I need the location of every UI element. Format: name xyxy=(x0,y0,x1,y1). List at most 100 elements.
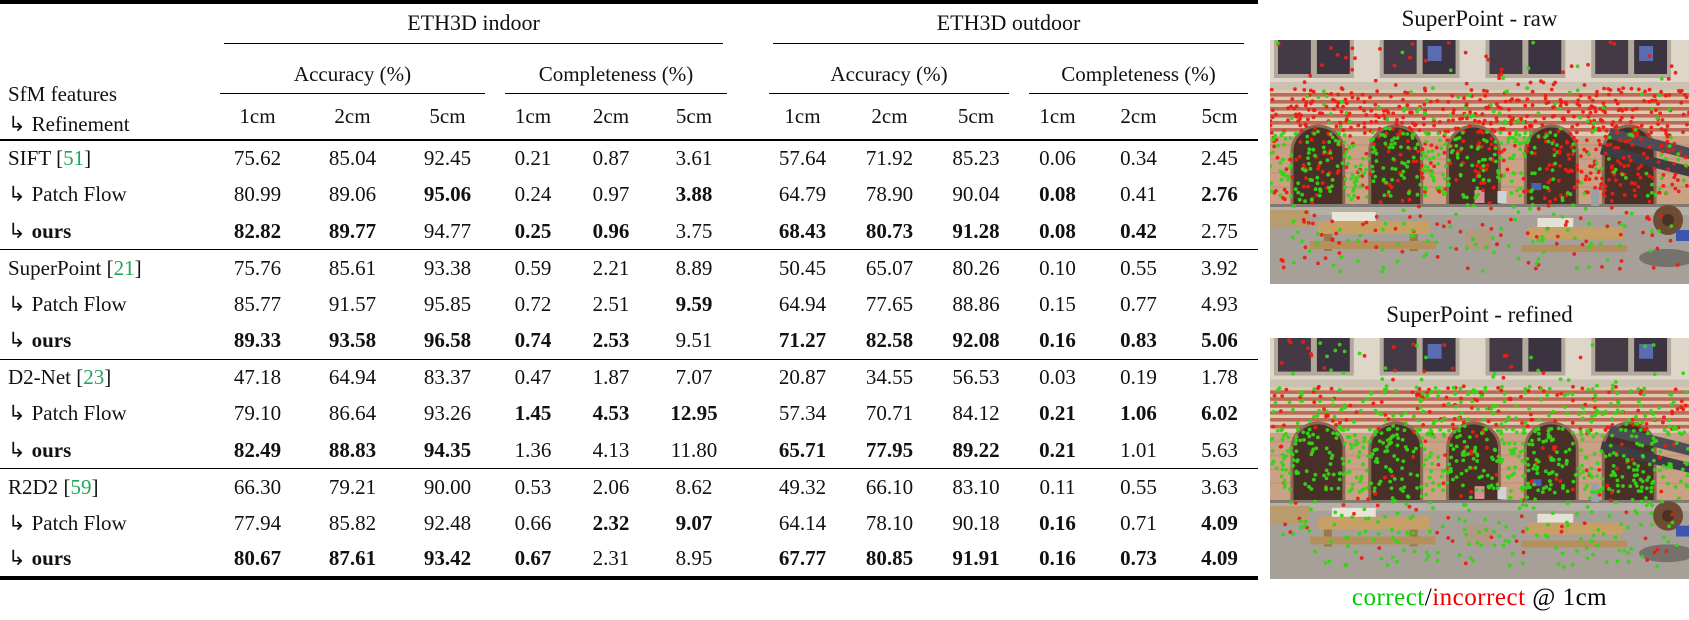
value-cell: 57.64 xyxy=(778,146,827,171)
value-cell: 94.77 xyxy=(423,218,472,243)
value-cell: 50.45 xyxy=(759,249,846,286)
value-cell: 77.65 xyxy=(865,291,914,316)
column-spacer xyxy=(737,213,759,250)
value-cell: 85.77 xyxy=(233,291,282,316)
threshold-header: 1cm xyxy=(759,94,846,141)
value-cell: 92.08 xyxy=(952,328,1000,352)
refinement-arrow-icon: ↳ xyxy=(8,437,26,462)
value-cell: 66.30 xyxy=(210,468,305,505)
value-cell: 0.21 xyxy=(1039,437,1076,462)
cite-link[interactable]: 23 xyxy=(83,365,105,389)
refinement-arrow-icon: ↳ xyxy=(8,291,26,316)
value-cell: 89.06 xyxy=(328,182,377,207)
threshold-header: 2cm xyxy=(846,94,933,141)
value-cell: 1.36 xyxy=(514,437,552,462)
value-cell: 0.24 xyxy=(514,182,552,207)
value-cell: 1.78 xyxy=(1181,358,1259,396)
row-label: ↳ Patch Flow xyxy=(0,396,210,433)
method-name: R2D2 xyxy=(8,474,59,499)
value-cell: 7.07 xyxy=(651,358,737,396)
method-name: Patch Flow xyxy=(31,291,127,316)
column-spacer xyxy=(737,505,759,542)
row-header-line1: SfM features xyxy=(8,82,118,106)
cite-link[interactable]: 59 xyxy=(70,474,92,499)
value-cell: 85.61 xyxy=(305,249,400,286)
refinement-arrow-icon: ↳ xyxy=(8,401,26,426)
column-spacer xyxy=(737,140,759,177)
value-cell: 4.13 xyxy=(592,437,630,462)
value-cell: 0.71 xyxy=(1120,510,1157,535)
value-cell: 0.83 xyxy=(1120,328,1157,352)
method-name: ours xyxy=(31,437,72,462)
value-cell: 1.87 xyxy=(571,358,651,396)
table-row: ↳ Patch Flow 79.10 86.64 93.26 1.45 4.53 12.95 5… xyxy=(0,396,1258,433)
value-cell: 88.83 xyxy=(328,437,377,462)
value-cell: 83.10 xyxy=(933,468,1019,505)
value-cell: 0.73 xyxy=(1096,541,1181,580)
value-cell: 92.48 xyxy=(423,510,472,535)
value-cell: 93.42 xyxy=(400,541,495,580)
value-cell: 0.42 xyxy=(1120,218,1157,243)
value-cell: 0.11 xyxy=(1019,468,1096,505)
refinement-arrow-icon: ↳ xyxy=(8,546,26,571)
threshold-header: 5cm xyxy=(651,94,737,141)
threshold-header: 5cm xyxy=(400,94,495,141)
value-cell: 95.06 xyxy=(423,182,472,207)
value-cell: 3.63 xyxy=(1181,468,1259,505)
value-cell: 49.32 xyxy=(759,468,846,505)
value-cell: 65.71 xyxy=(778,437,827,462)
table-row: ↳ Patch Flow 80.99 89.06 95.06 0.24 0.97 3.88 64… xyxy=(0,177,1258,214)
column-spacer xyxy=(737,323,759,360)
refinement-arrow-icon: ↳ xyxy=(8,218,26,243)
qualitative-panel: SuperPoint - raw SuperPoint - refined co… xyxy=(1270,0,1689,620)
correctness-legend: correct/incorrect @ 1cm xyxy=(1270,584,1689,612)
value-cell: 0.77 xyxy=(1120,291,1157,316)
value-cell: 0.08 xyxy=(1039,218,1076,243)
value-cell: 2.76 xyxy=(1201,182,1238,207)
column-spacer xyxy=(737,541,759,580)
legend-part: / xyxy=(1424,584,1433,611)
value-cell: 89.77 xyxy=(328,218,377,243)
method-name: SIFT xyxy=(8,146,51,171)
threshold-header: 5cm xyxy=(1181,94,1259,141)
row-header-line2: ↳ Refinement xyxy=(8,109,210,139)
value-cell: 1.06 xyxy=(1120,401,1157,426)
value-cell: 11.80 xyxy=(670,437,718,462)
row-label: SuperPoint [21] xyxy=(0,249,210,286)
value-cell: 5.63 xyxy=(1201,437,1238,462)
value-cell: 0.55 xyxy=(1096,468,1181,505)
row-label: ↳ Patch Flow xyxy=(0,505,210,542)
value-cell: 85.82 xyxy=(328,510,377,535)
value-cell: 93.38 xyxy=(400,249,495,286)
value-cell: 90.00 xyxy=(400,468,495,505)
value-cell: 85.23 xyxy=(952,146,1000,171)
table-row: SuperPoint [21] 75.76 85.61 93.38 0.59 2.21 8.… xyxy=(0,249,1259,286)
threshold-header: 1cm xyxy=(495,94,571,141)
column-spacer xyxy=(737,249,759,286)
value-cell: 83.37 xyxy=(400,358,495,396)
value-cell: 0.03 xyxy=(1019,358,1096,396)
value-cell: 0.25 xyxy=(514,218,552,243)
value-cell: 8.95 xyxy=(651,541,737,580)
column-spacer xyxy=(737,286,759,323)
threshold-header: 1cm xyxy=(1019,94,1096,141)
column-spacer xyxy=(737,468,759,505)
value-cell: 94.35 xyxy=(423,437,472,462)
threshold-header: 1cm xyxy=(210,94,305,141)
cite-link[interactable]: 21 xyxy=(113,255,135,280)
column-spacer xyxy=(737,396,759,433)
value-cell: 84.12 xyxy=(952,401,1000,426)
method-name: ours xyxy=(31,546,72,571)
value-cell: 0.47 xyxy=(495,358,571,396)
table-row: ↳ ours 82.49 88.83 94.35 1.36 4.13 11.80 65.71 77… xyxy=(0,432,1258,469)
value-cell: 75.76 xyxy=(210,249,305,286)
method-name: Patch Flow xyxy=(31,401,127,426)
value-cell: 2.53 xyxy=(592,328,630,352)
value-cell: 3.88 xyxy=(675,182,713,207)
value-cell: 8.62 xyxy=(651,468,737,505)
cite-link[interactable]: 51 xyxy=(63,146,85,171)
value-cell: 2.06 xyxy=(571,468,651,505)
value-cell: 57.34 xyxy=(778,401,827,426)
row-label: ↳ ours xyxy=(0,213,210,250)
value-cell: 86.64 xyxy=(328,401,377,426)
